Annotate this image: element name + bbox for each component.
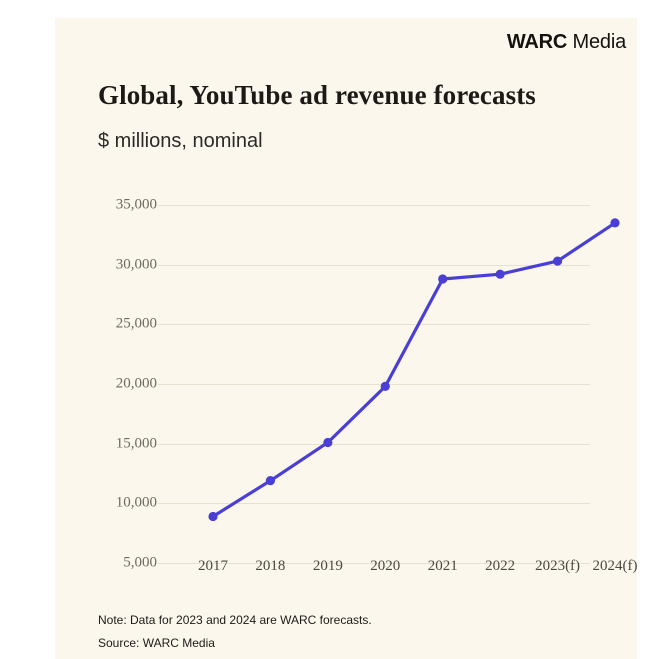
- x-axis-tick-label: 2024(f): [592, 558, 638, 574]
- y-axis-tick-label: 25,000: [115, 315, 157, 332]
- y-axis-tick-label: 15,000: [115, 435, 157, 452]
- gridline: [158, 205, 590, 206]
- chart-subtitle: $ millions, nominal: [98, 130, 263, 152]
- gridline: [158, 563, 590, 564]
- line-series: [208, 218, 620, 522]
- x-axis-tick-label: 2023(f): [535, 558, 581, 574]
- warc-media-logo: WARC Media: [507, 31, 626, 54]
- data-point: [495, 269, 505, 279]
- series-markers: [208, 218, 620, 522]
- x-axis-tick-label: 2019: [312, 558, 343, 574]
- plot-area: 35,000 30,000 25,000 20,000 15,000 10,000 5,00…: [55, 18, 638, 659]
- gridline: [158, 503, 590, 505]
- data-point: [208, 511, 218, 522]
- x-axis-tick-label: 2018: [255, 558, 286, 574]
- gridline: [158, 324, 590, 326]
- chart-card: WARC Media Global, YouTube ad revenue fo…: [55, 18, 638, 659]
- gridline: [158, 264, 590, 266]
- logo-text-strong: WARC: [506, 31, 568, 53]
- y-axis-tick-label: 30,000: [115, 256, 157, 273]
- data-point: [323, 437, 333, 448]
- y-axis-tick-label: 5,000: [123, 554, 157, 571]
- x-axis-tick-label: 2020: [370, 558, 401, 574]
- y-axis-tick-label: 10,000: [115, 494, 157, 511]
- gridline: [158, 443, 590, 445]
- data-point: [438, 274, 448, 284]
- chart-title: Global, YouTube ad revenue forecasts: [98, 80, 536, 110]
- chart-source: Source: WARC Media: [98, 636, 215, 650]
- series-line: [211, 221, 617, 519]
- x-axis-tick-label: 2022: [485, 558, 516, 574]
- data-point: [265, 476, 276, 486]
- data-point: [552, 256, 563, 266]
- chart-note: Note: Data for 2023 and 2024 are WARC fo…: [98, 613, 372, 627]
- y-axis-tick-label: 20,000: [115, 375, 157, 392]
- data-point: [610, 218, 620, 228]
- logo-text-light: Media: [567, 31, 627, 53]
- x-axis-tick-label: 2021: [427, 558, 458, 574]
- gridline: [158, 384, 590, 385]
- data-point: [380, 381, 390, 391]
- y-axis-tick-label: 35,000: [115, 196, 157, 213]
- x-axis-tick-label: 2017: [198, 558, 228, 574]
